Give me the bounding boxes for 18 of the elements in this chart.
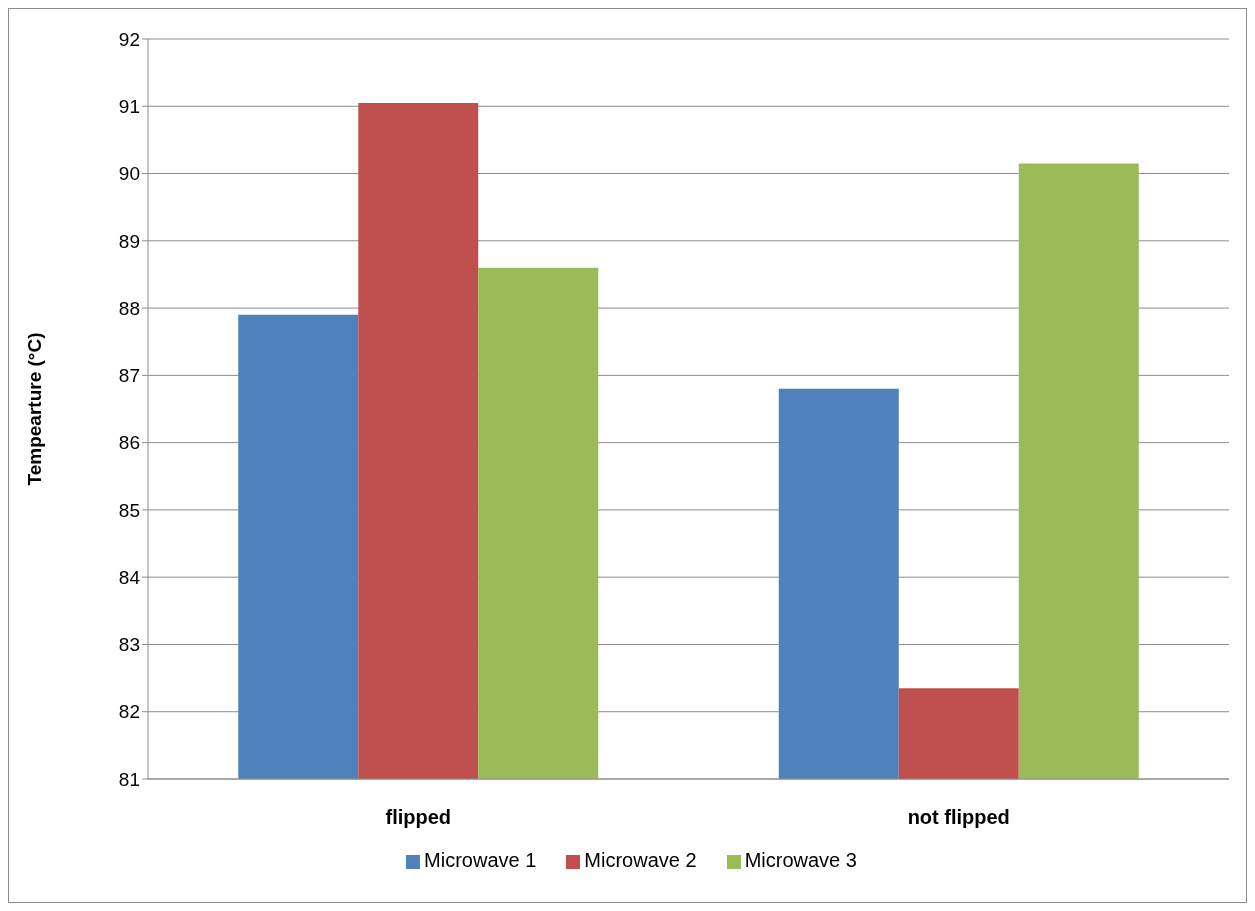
y-tick-label: 87 — [118, 365, 140, 387]
legend-label: Microwave 1 — [424, 849, 537, 871]
y-tick-label: 88 — [118, 297, 140, 319]
legend-label: Microwave 2 — [584, 849, 697, 871]
y-tick-label: 82 — [118, 701, 140, 723]
y-tick-label: 91 — [118, 96, 140, 118]
y-tick-label: 81 — [118, 768, 140, 790]
y-tick-label: 89 — [118, 230, 140, 252]
y-tick-label: 92 — [118, 28, 140, 50]
x-tick-label: not flipped — [907, 806, 1010, 829]
y-tick-label: 83 — [118, 634, 140, 656]
y-tick-label: 90 — [118, 163, 140, 185]
y-tick-label: 86 — [118, 432, 140, 454]
legend-label: Microwave 3 — [744, 849, 857, 871]
x-tick-label: flipped — [385, 806, 452, 829]
y-tick-label: 85 — [118, 499, 140, 521]
y-axis-title: Tempearture (°C) — [23, 332, 45, 486]
y-tick-label: 84 — [118, 566, 141, 588]
